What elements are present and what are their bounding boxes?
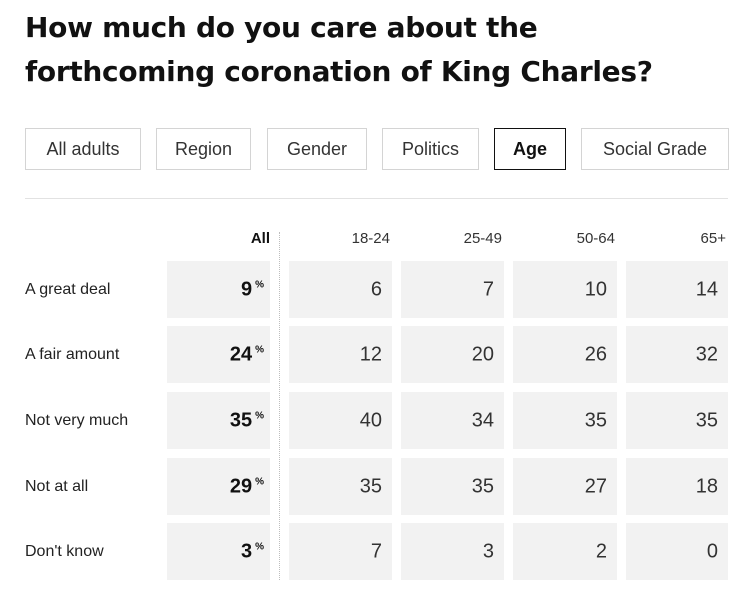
tab-politics[interactable]: Politics <box>382 128 479 170</box>
cell-value: 7 <box>370 540 382 562</box>
cell-value: 14 <box>695 278 718 300</box>
page-title: How much do you care about the forthcomi… <box>25 11 653 88</box>
cell-all-not-very-much: 35% <box>167 392 270 449</box>
column-header-65: 65+ <box>700 230 726 247</box>
cell-value: 35 <box>359 475 382 497</box>
cell-all-don-t-know: 3% <box>167 523 270 580</box>
percent-sign: % <box>255 541 264 552</box>
cell-value: 6 <box>370 278 382 300</box>
value-all-not-very-much: 35% <box>230 409 264 432</box>
cell-18-24-a-great-deal: 6 <box>289 261 392 318</box>
cell-50-64-a-fair-amount: 26 <box>513 326 617 383</box>
value-number: 29 <box>229 475 253 497</box>
cell-value: 32 <box>695 343 718 365</box>
tab-all-adults[interactable]: All adults <box>25 128 141 170</box>
cell-value: 18 <box>695 475 718 497</box>
cell-value: 40 <box>359 409 382 431</box>
percent-sign: % <box>255 476 264 487</box>
cell-value: 35 <box>584 409 607 431</box>
row-label-not-very-much: Not very much <box>25 411 129 429</box>
cell-65-don-t-know: 0 <box>626 523 728 580</box>
cell-18-24-not-at-all: 35 <box>289 458 392 515</box>
cell-25-49-don-t-know: 3 <box>401 523 504 580</box>
cell-value: 20 <box>471 343 494 365</box>
cell-65-a-great-deal: 14 <box>626 261 728 318</box>
cell-value: 27 <box>584 475 607 497</box>
cell-65-not-very-much: 35 <box>626 392 728 449</box>
cell-50-64-don-t-know: 2 <box>513 523 617 580</box>
cell-65-not-at-all: 18 <box>626 458 728 515</box>
cell-all-not-at-all: 29% <box>167 458 270 515</box>
row-label-a-fair-amount: A fair amount <box>25 345 120 363</box>
value-all-a-great-deal: 9% <box>241 278 264 301</box>
cell-value: 10 <box>584 278 607 300</box>
column-header-25-49: 25-49 <box>463 230 502 247</box>
cell-25-49-not-very-much: 34 <box>401 392 504 449</box>
row-label-don-t-know: Don't know <box>25 542 104 560</box>
cell-all-a-great-deal: 9% <box>167 261 270 318</box>
cell-25-49-not-at-all: 35 <box>401 458 504 515</box>
value-number: 3 <box>240 540 253 562</box>
cell-value: 26 <box>584 343 607 365</box>
cell-value: 2 <box>595 540 607 562</box>
cell-50-64-a-great-deal: 10 <box>513 261 617 318</box>
cell-value: 3 <box>482 540 494 562</box>
value-number: 35 <box>229 409 253 431</box>
tab-age[interactable]: Age <box>494 128 566 170</box>
value-number: 9 <box>240 278 253 300</box>
cell-18-24-a-fair-amount: 12 <box>289 326 392 383</box>
row-label-not-at-all: Not at all <box>25 477 89 495</box>
row-label-a-great-deal: A great deal <box>25 280 111 298</box>
cell-all-a-fair-amount: 24% <box>167 326 270 383</box>
value-all-don-t-know: 3% <box>241 540 264 563</box>
tab-region[interactable]: Region <box>156 128 251 170</box>
cell-value: 35 <box>695 409 718 431</box>
value-all-a-fair-amount: 24% <box>230 343 264 366</box>
value-number: 24 <box>229 343 253 365</box>
tab-social-grade[interactable]: Social Grade <box>581 128 729 170</box>
value-all-not-at-all: 29% <box>230 475 264 498</box>
cell-value: 35 <box>471 475 494 497</box>
tab-gender[interactable]: Gender <box>267 128 367 170</box>
percent-sign: % <box>255 410 264 421</box>
cell-25-49-a-great-deal: 7 <box>401 261 504 318</box>
cell-50-64-not-very-much: 35 <box>513 392 617 449</box>
percent-sign: % <box>255 279 264 290</box>
cell-25-49-a-fair-amount: 20 <box>401 326 504 383</box>
cell-value: 7 <box>482 278 494 300</box>
divider <box>25 198 728 199</box>
percent-sign: % <box>255 344 264 355</box>
column-header-50-64: 50-64 <box>576 230 615 247</box>
column-separator <box>279 232 280 580</box>
cell-value: 12 <box>359 343 382 365</box>
cell-value: 0 <box>706 540 718 562</box>
column-header-all: All <box>250 230 270 247</box>
cell-65-a-fair-amount: 32 <box>626 326 728 383</box>
column-header-18-24: 18-24 <box>351 230 390 247</box>
cell-18-24-not-very-much: 40 <box>289 392 392 449</box>
cell-value: 34 <box>471 409 494 431</box>
cell-50-64-not-at-all: 27 <box>513 458 617 515</box>
cell-18-24-don-t-know: 7 <box>289 523 392 580</box>
